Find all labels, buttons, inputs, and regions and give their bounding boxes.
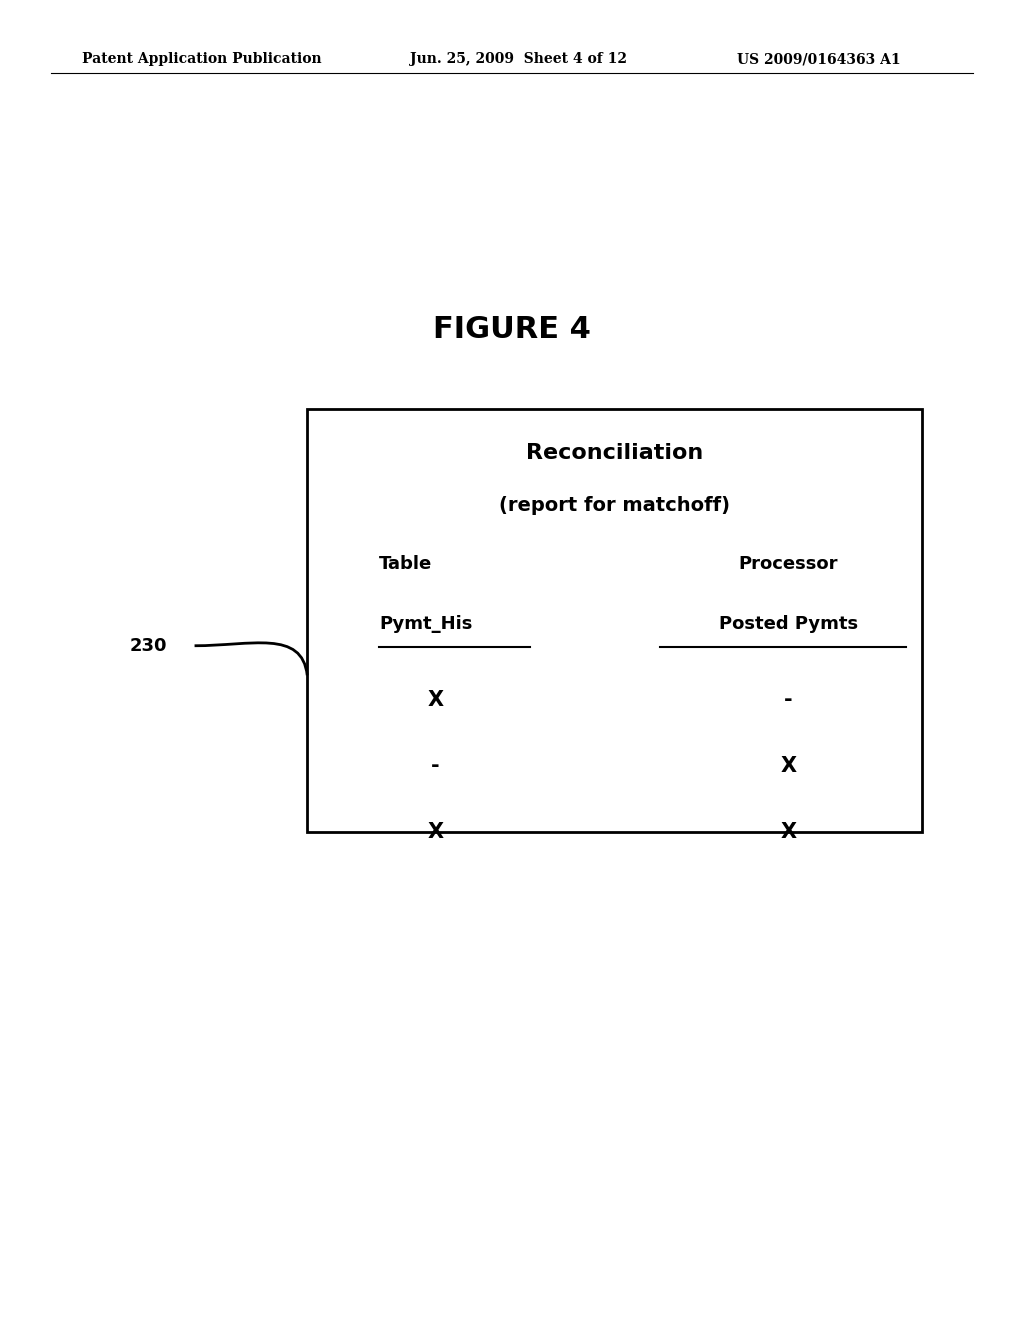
Text: X: X [780, 755, 797, 776]
Bar [307, 409, 922, 832]
Text: Reconciliation: Reconciliation [525, 442, 703, 463]
Text: Processor: Processor [738, 554, 839, 573]
Text: Posted Pymts: Posted Pymts [719, 615, 858, 634]
Text: X: X [427, 821, 443, 842]
Text: (report for matchoff): (report for matchoff) [499, 496, 730, 515]
Text: Table: Table [379, 554, 432, 573]
Text: Jun. 25, 2009  Sheet 4 of 12: Jun. 25, 2009 Sheet 4 of 12 [410, 53, 627, 66]
Text: Pymt_His: Pymt_His [379, 615, 472, 634]
Text: US 2009/0164363 A1: US 2009/0164363 A1 [737, 53, 901, 66]
Text: FIGURE 4: FIGURE 4 [433, 315, 591, 345]
Text: Patent Application Publication: Patent Application Publication [82, 53, 322, 66]
Text: -: - [784, 689, 793, 710]
Text: 230: 230 [130, 636, 167, 655]
Text: -: - [431, 755, 439, 776]
Text: X: X [427, 689, 443, 710]
Text: X: X [780, 821, 797, 842]
